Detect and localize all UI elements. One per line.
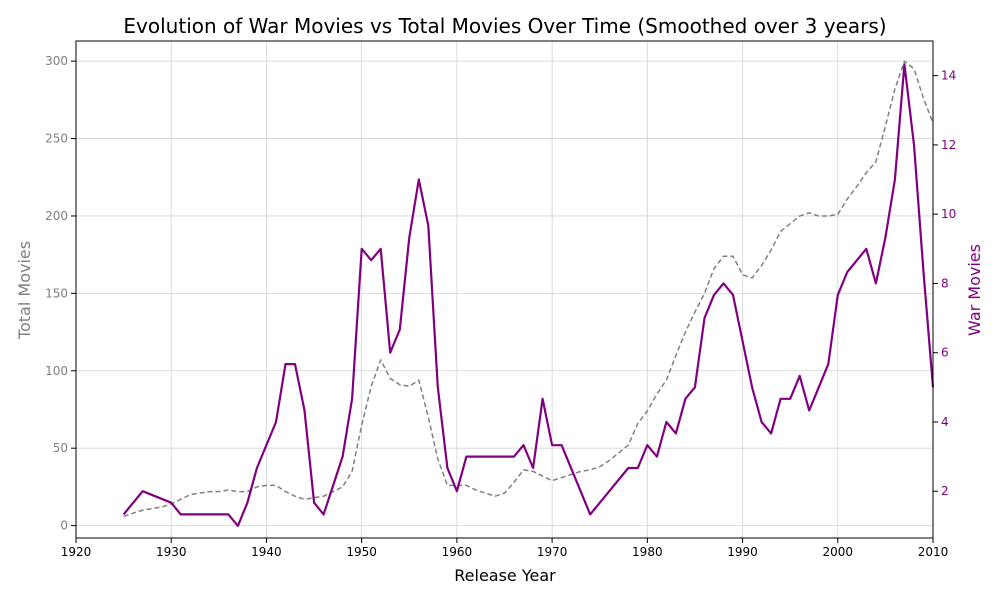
y-right-tick-label: 4 — [941, 415, 949, 429]
y-left-tick-label: 300 — [45, 54, 68, 68]
y-axis-left: 0 50 100 150 200 250 300 — [45, 54, 76, 533]
x-axis-title: Release Year — [454, 566, 556, 585]
x-axis: 1920 1930 1940 1950 1960 1970 1980 1990 2000 2010 — [61, 538, 949, 559]
x-tick-label: 1960 — [442, 545, 473, 559]
y-axis-right-title: War Movies — [965, 244, 984, 336]
total-series-line — [123, 60, 934, 518]
x-tick-label: 2000 — [823, 545, 854, 559]
war-series-line — [122, 63, 935, 528]
y-left-tick-label: 50 — [53, 441, 68, 455]
grid — [75, 41, 934, 538]
y-right-tick-label: 8 — [941, 276, 949, 290]
plot-frame — [75, 40, 934, 539]
y-left-tick-label: 150 — [45, 286, 68, 300]
y-axis-left-title: Total Movies — [15, 241, 34, 340]
y-right-tick-label: 14 — [941, 69, 956, 83]
x-tick-label: 1920 — [61, 545, 92, 559]
y-right-tick-label: 6 — [941, 346, 949, 360]
y-left-tick-label: 0 — [60, 519, 68, 533]
y-right-tick-label: 12 — [941, 138, 956, 152]
x-tick-label: 1940 — [251, 545, 282, 559]
y-right-tick-label: 10 — [941, 207, 956, 221]
series — [122, 60, 935, 528]
x-tick-label: 1980 — [632, 545, 663, 559]
y-left-tick-label: 100 — [45, 364, 68, 378]
x-tick-label: 2010 — [918, 545, 949, 559]
x-tick-label: 1970 — [537, 545, 568, 559]
chart-title: Evolution of War Movies vs Total Movies … — [123, 14, 886, 38]
y-left-tick-label: 200 — [45, 209, 68, 223]
y-right-tick-label: 2 — [941, 484, 949, 498]
x-tick-label: 1990 — [727, 545, 758, 559]
y-left-tick-label: 250 — [45, 132, 68, 146]
y-axis-right: 2 4 6 8 10 12 14 — [933, 69, 956, 498]
x-tick-label: 1930 — [156, 545, 187, 559]
x-tick-label: 1950 — [346, 545, 377, 559]
